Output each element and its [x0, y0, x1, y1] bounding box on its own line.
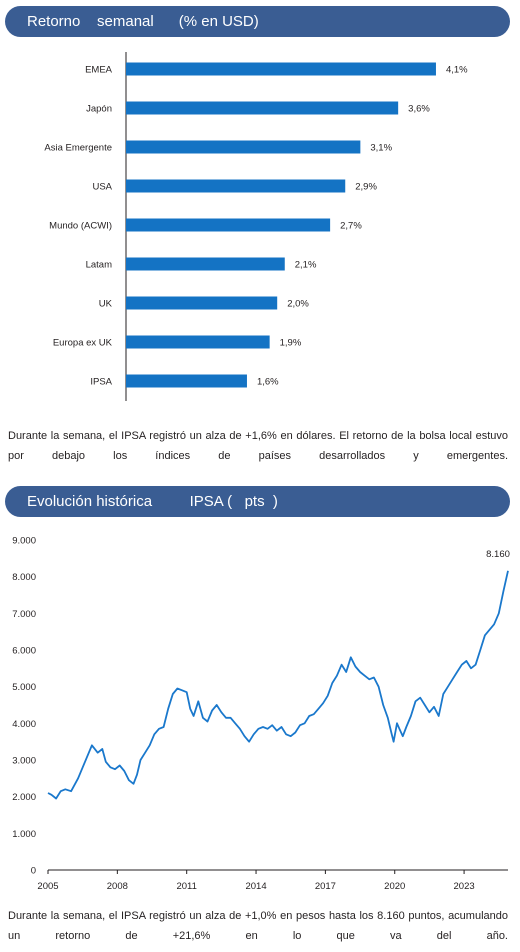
- weekly-return-banner: Retorno semanal (% en USD): [5, 6, 510, 37]
- bar-category-label: UK: [99, 299, 113, 310]
- x-tick-label: 2011: [176, 881, 196, 892]
- bar-category-label: IPSA: [90, 377, 112, 388]
- bar-category-label: Mundo (ACWI): [49, 221, 112, 232]
- bar-category-label: USA: [92, 182, 112, 193]
- y-tick-label: 2.000: [12, 792, 36, 803]
- bar-value-label: 3,1%: [370, 143, 392, 154]
- bar-category-label: Europa ex UK: [53, 338, 113, 349]
- y-tick-label: 9.000: [12, 536, 36, 547]
- ipsa-history-line-chart: 0 1.000 2.000 3.000 4.000 5.000 6.000 7.000 8.00…: [12, 536, 510, 893]
- bar-value-label: 2,0%: [287, 299, 309, 310]
- x-tick-label: 2020: [384, 881, 405, 892]
- ipsa-history-commentary: Durante la semana, el IPSA registró un a…: [8, 910, 508, 942]
- ipsa-history-banner: Evolución histórica IPSA ( pts ): [5, 486, 510, 517]
- bar-1: [126, 62, 436, 76]
- y-tick-label: 4.000: [12, 719, 36, 730]
- weekly-return-bar-chart: EMEA 4,1% Japón 3,6% Asia Emergente 3,1% USA 2,…: [44, 52, 468, 401]
- bar-value-label: 2,1%: [295, 260, 317, 271]
- bar-value-label: 2,7%: [340, 221, 362, 232]
- bar-value-label: 1,9%: [280, 338, 302, 349]
- bar-category-label: Japón: [86, 104, 112, 115]
- bar-3: [126, 140, 361, 154]
- x-tick-label: 2023: [454, 881, 475, 892]
- bar-category-label: EMEA: [85, 65, 113, 76]
- x-tick-label: 2005: [37, 881, 58, 892]
- bar-value-label: 1,6%: [257, 377, 279, 388]
- x-tick-label: 2008: [107, 881, 128, 892]
- y-tick-label: 1.000: [12, 829, 36, 840]
- bar-6: [126, 257, 285, 271]
- end-value-label: 8.160: [486, 549, 510, 560]
- bar-value-label: 4,1%: [446, 65, 468, 76]
- bar-7: [126, 296, 278, 310]
- ipsa-series-line: [47, 570, 509, 800]
- y-tick-label: 0: [31, 866, 36, 877]
- y-tick-label: 6.000: [12, 646, 36, 657]
- y-tick-label: 7.000: [12, 609, 36, 620]
- bar-category-label: Asia Emergente: [44, 143, 112, 154]
- bar-value-label: 3,6%: [408, 104, 430, 115]
- bar-9: [126, 374, 247, 388]
- bar-8: [126, 335, 270, 349]
- y-tick-label: 5.000: [12, 682, 36, 693]
- bar-value-label: 2,9%: [355, 182, 377, 193]
- bar-5: [126, 218, 331, 232]
- weekly-return-commentary: Durante la semana, el IPSA registró un a…: [8, 430, 508, 462]
- y-tick-label: 8.000: [12, 572, 36, 583]
- x-tick-label: 2017: [315, 881, 336, 892]
- y-tick-label: 3.000: [12, 756, 36, 767]
- bar-4: [126, 179, 346, 193]
- bar-2: [126, 101, 399, 115]
- bar-category-label: Latam: [86, 260, 112, 271]
- x-tick-label: 2014: [245, 881, 266, 892]
